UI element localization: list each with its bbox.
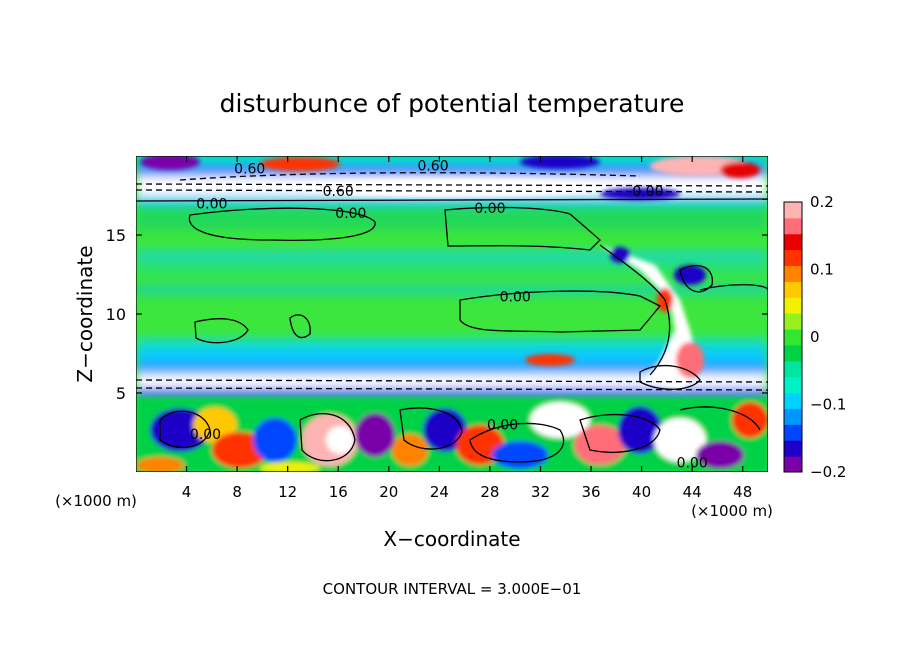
colorbar-swatch	[784, 249, 802, 267]
x-tick-label: 20	[379, 483, 398, 501]
contour-label: 0.00	[335, 206, 366, 222]
colorbar-swatch	[784, 408, 802, 425]
contour-label: 0.60	[323, 184, 354, 200]
x-tick-label: 44	[683, 483, 702, 501]
colorbar-tick-label: −0.2	[810, 463, 846, 481]
colorbar-swatch	[784, 233, 802, 251]
colorbar-tick-label: −0.1	[810, 396, 846, 414]
contour-label: 0.00	[487, 418, 518, 434]
x-tick-label: 16	[329, 483, 348, 501]
x-axis-label: X−coordinate	[383, 527, 520, 551]
colorbar-swatch	[784, 424, 802, 441]
colorbar-swatch	[784, 297, 802, 314]
y-axis-label: Z−coordinate	[73, 245, 97, 382]
x-tick-label: 4	[182, 483, 192, 501]
colorbar-swatch	[784, 456, 802, 473]
x-axis-ticks: 4 8 12 16 20 24 28 32 36 40 44 48	[182, 156, 752, 501]
contour-labels: 0.60 0.60 0.60 0.00 0.00 0.00 0.00 0.00 0.00 0.00…	[190, 158, 708, 471]
colorbar-swatch	[784, 329, 802, 346]
colorbar-swatch	[784, 217, 802, 235]
x-tick-label: 40	[632, 483, 651, 501]
contour-label: 0.00	[632, 184, 663, 200]
colorbar: 0.2 0.1 0 −0.1 −0.2	[783, 193, 846, 481]
colorbar-tick-label: 0.1	[810, 261, 834, 279]
contour-interval-note: CONTOUR INTERVAL = 3.000E−01	[323, 580, 582, 598]
colorbar-swatch	[784, 392, 802, 409]
y-tick-label: 5	[116, 384, 126, 403]
contour-label: 0.00	[190, 427, 221, 443]
colorbar-swatch	[784, 360, 802, 378]
colorbar-swatch	[784, 344, 802, 362]
chart-title: disturbunce of potential temperature	[220, 89, 685, 118]
x-tick-label: 32	[531, 483, 550, 501]
contour-label: 0.60	[417, 158, 448, 174]
contour-label: 0.00	[500, 290, 531, 306]
contour-label: 0.00	[196, 196, 227, 212]
contour-label: 0.00	[474, 201, 505, 217]
colorbar-swatch	[784, 202, 802, 219]
y-tick-label: 10	[106, 305, 126, 324]
colorbar-swatch	[784, 313, 802, 330]
contour-label: 0.00	[677, 456, 708, 472]
colorbar-frame	[783, 201, 803, 473]
plot-area	[136, 156, 768, 472]
x-tick-label: 8	[232, 483, 242, 501]
y-tick-label: 15	[106, 226, 126, 245]
x-axis-unit-left: (×1000 m)	[55, 492, 137, 510]
colorbar-swatch	[784, 376, 802, 394]
x-tick-label: 28	[480, 483, 499, 501]
x-tick-label: 36	[581, 483, 600, 501]
colorbar-tick-label: 0.2	[810, 193, 834, 211]
contour-label: 0.60	[234, 162, 265, 178]
x-tick-label: 24	[430, 483, 449, 501]
y-axis-ticks: 5 10 15	[106, 226, 768, 403]
colorbar-swatch	[784, 281, 802, 298]
colorbar-tick-label: 0	[810, 328, 820, 346]
x-tick-label: 48	[733, 483, 752, 501]
x-tick-label: 12	[278, 483, 297, 501]
x-axis-unit-right: (×1000 m)	[691, 502, 773, 520]
colorbar-swatch	[784, 265, 802, 282]
colorbar-swatch	[784, 440, 802, 457]
